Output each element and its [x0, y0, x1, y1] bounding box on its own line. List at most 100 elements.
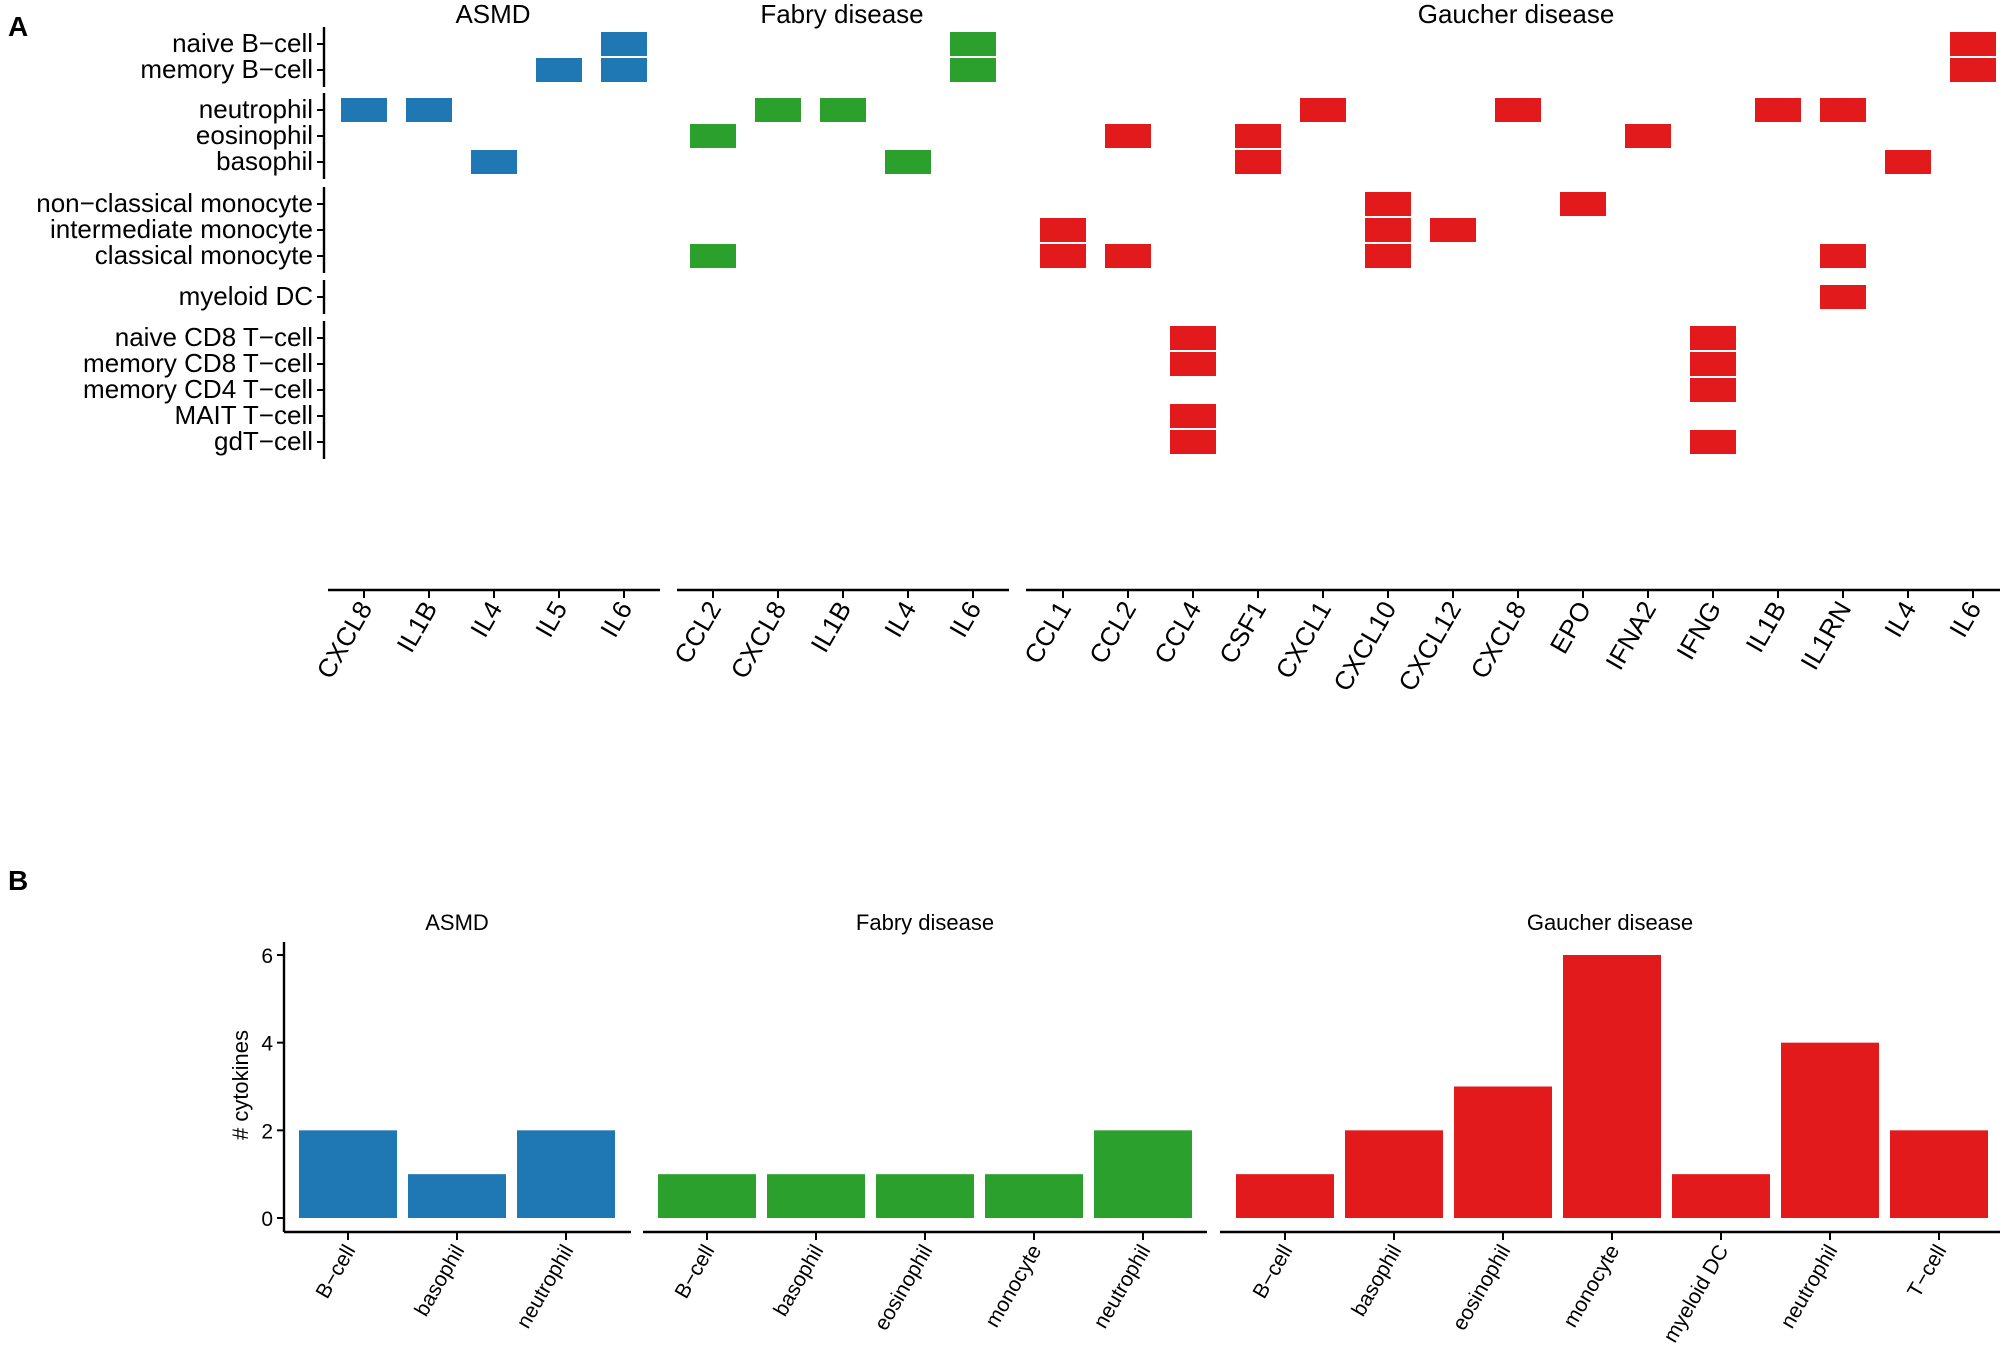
- heatmap-cell-fabry-disease-classical-monocyte-ccl2: [690, 244, 736, 268]
- x-tick-label-fabry-disease-monocyte: monocyte: [981, 1241, 1046, 1331]
- bar-gaucher-disease-myeloid-dc: [1672, 1174, 1770, 1218]
- x-tick-label-gaucher-disease-monocyte: monocyte: [1559, 1241, 1624, 1331]
- bar-fabry-disease-b-cell: [658, 1174, 756, 1218]
- column-label-gaucher-disease-cxcl8: CXCL8: [1464, 596, 1532, 684]
- facet-title-b-fabry-disease: Fabry disease: [856, 910, 994, 935]
- heatmap-cell-fabry-disease-neutrophil-il1b: [820, 98, 866, 122]
- column-label-gaucher-disease-cxcl10: CXCL10: [1327, 596, 1402, 696]
- column-label-fabry-disease-ccl2: CCL2: [668, 596, 727, 669]
- heatmap-cell-gaucher-disease-classical-monocyte-il1rn: [1820, 244, 1866, 268]
- row-label-eosinophil: eosinophil: [196, 120, 313, 150]
- bar-fabry-disease-basophil: [767, 1174, 865, 1218]
- heatmap-cell-gaucher-disease-non-classical-monocyte-epo: [1560, 192, 1606, 216]
- row-label-memory-cd8-t-cell: memory CD8 T−cell: [83, 348, 313, 378]
- bar-asmd-b-cell: [299, 1130, 397, 1218]
- heatmap-cell-gaucher-disease-classical-monocyte-ccl1: [1040, 244, 1086, 268]
- bar-asmd-basophil: [408, 1174, 506, 1218]
- bar-gaucher-disease-neutrophil: [1781, 1042, 1879, 1218]
- heatmap-cell-asmd-neutrophil-cxcl8: [341, 98, 387, 122]
- heatmap-cell-asmd-memory-b-cell-il5: [536, 58, 582, 82]
- facet-title-b-asmd: ASMD: [425, 910, 489, 935]
- bar-fabry-disease-eosinophil: [876, 1174, 974, 1218]
- heatmap-cell-asmd-naive-b-cell-il6: [601, 32, 647, 56]
- row-label-memory-b-cell: memory B−cell: [140, 54, 313, 84]
- heatmap-cell-gaucher-disease-naive-cd8-t-cell-ifng: [1690, 326, 1736, 350]
- bar-gaucher-disease-monocyte: [1563, 955, 1661, 1218]
- heatmap-cell-gaucher-disease-neutrophil-cxcl1: [1300, 98, 1346, 122]
- heatmap-cell-gaucher-disease-gdt-cell-ccl4: [1170, 430, 1216, 454]
- row-label-memory-cd4-t-cell: memory CD4 T−cell: [83, 374, 313, 404]
- row-label-naive-b-cell: naive B−cell: [172, 28, 313, 58]
- y-tick-label-4: 4: [261, 1033, 273, 1056]
- heatmap-cell-gaucher-disease-intermediate-monocyte-cxcl10: [1365, 218, 1411, 242]
- row-label-basophil: basophil: [216, 146, 313, 176]
- x-tick-label-fabry-disease-neutrophil: neutrophil: [1089, 1241, 1155, 1332]
- heatmap-cell-gaucher-disease-classical-monocyte-ccl2: [1105, 244, 1151, 268]
- column-label-asmd-il6: IL6: [594, 596, 638, 642]
- column-label-gaucher-disease-csf1: CSF1: [1213, 596, 1272, 669]
- heatmap-cell-gaucher-disease-basophil-il4: [1885, 150, 1931, 174]
- row-label-neutrophil: neutrophil: [199, 94, 313, 124]
- heatmap-cell-gaucher-disease-memory-cd8-t-cell-ccl4: [1170, 352, 1216, 376]
- column-label-fabry-disease-il6: IL6: [943, 596, 987, 642]
- heatmap-cell-gaucher-disease-neutrophil-il1rn: [1820, 98, 1866, 122]
- heatmap-cell-gaucher-disease-eosinophil-csf1: [1235, 124, 1281, 148]
- column-label-gaucher-disease-ifna2: IFNA2: [1599, 596, 1662, 675]
- column-label-fabry-disease-il1b: IL1B: [804, 596, 857, 657]
- x-tick-label-gaucher-disease-basophil: basophil: [1347, 1241, 1406, 1320]
- facet-title-gaucher-disease: Gaucher disease: [1418, 0, 1615, 29]
- heatmap-cell-gaucher-disease-memory-b-cell-il6: [1950, 58, 1996, 82]
- heatmap-cell-gaucher-disease-memory-cd8-t-cell-ifng: [1690, 352, 1736, 376]
- heatmap-cell-fabry-disease-neutrophil-cxcl8: [755, 98, 801, 122]
- x-tick-label-fabry-disease-eosinophil: eosinophil: [870, 1241, 937, 1334]
- column-label-asmd-cxcl8: CXCL8: [310, 596, 378, 684]
- column-label-gaucher-disease-il6: IL6: [1943, 596, 1987, 642]
- x-tick-label-asmd-b-cell: B−cell: [312, 1241, 361, 1303]
- column-label-fabry-disease-il4: IL4: [878, 596, 922, 642]
- bar-chart-panel: 0 2 4 6 # cytokines ASMD B−cell basophil neutrop…: [228, 910, 2000, 1346]
- column-label-asmd-il1b: IL1B: [390, 596, 443, 657]
- heatmap-cell-gaucher-disease-myeloid-dc-il1rn: [1820, 285, 1866, 309]
- column-label-gaucher-disease-ccl1: CCL1: [1018, 596, 1077, 669]
- x-tick-label-asmd-basophil: basophil: [410, 1241, 469, 1320]
- facet-title-fabry-disease: Fabry disease: [760, 0, 923, 29]
- heatmap-cell-gaucher-disease-non-classical-monocyte-cxcl10: [1365, 192, 1411, 216]
- heatmap-cell-gaucher-disease-gdt-cell-ifng: [1690, 430, 1736, 454]
- y-axis-title: # cytokines: [228, 1030, 253, 1140]
- facet-title-asmd: ASMD: [455, 0, 530, 29]
- panel-b-label: B: [8, 865, 28, 896]
- column-label-gaucher-disease-cxcl1: CXCL1: [1269, 596, 1337, 684]
- heatmap-cell-gaucher-disease-basophil-csf1: [1235, 150, 1281, 174]
- bar-gaucher-disease-eosinophil: [1454, 1086, 1552, 1218]
- bar-gaucher-disease-basophil: [1345, 1130, 1443, 1218]
- heatmap-cell-gaucher-disease-eosinophil-ccl2: [1105, 124, 1151, 148]
- row-label-intermediate-monocyte: intermediate monocyte: [50, 214, 313, 244]
- x-tick-label-gaucher-disease-neutrophil: neutrophil: [1776, 1241, 1842, 1332]
- row-label-mait-t-cell: MAIT T−cell: [175, 400, 313, 430]
- row-label-gdt-cell: gdT−cell: [214, 426, 313, 456]
- heatmap-cell-gaucher-disease-classical-monocyte-cxcl10: [1365, 244, 1411, 268]
- panel-a-label: A: [8, 11, 28, 42]
- y-tick-label-6: 6: [261, 945, 273, 968]
- bar-fabry-disease-neutrophil: [1094, 1130, 1192, 1218]
- heatmap-cell-gaucher-disease-neutrophil-il1b: [1755, 98, 1801, 122]
- column-label-gaucher-disease-ifng: IFNG: [1670, 596, 1727, 665]
- heatmap-cell-gaucher-disease-naive-b-cell-il6: [1950, 32, 1996, 56]
- heatmap-cell-gaucher-disease-intermediate-monocyte-cxcl12: [1430, 218, 1476, 242]
- column-label-fabry-disease-cxcl8: CXCL8: [724, 596, 792, 684]
- heatmap-cell-gaucher-disease-naive-cd8-t-cell-ccl4: [1170, 326, 1216, 350]
- y-tick-label-0: 0: [261, 1208, 273, 1231]
- heatmap-cell-fabry-disease-eosinophil-ccl2: [690, 124, 736, 148]
- bar-gaucher-disease-b-cell: [1236, 1174, 1334, 1218]
- column-label-gaucher-disease-il1rn: IL1RN: [1794, 596, 1857, 675]
- x-tick-label-gaucher-disease-t-cell: T−cell: [1903, 1241, 1951, 1302]
- column-label-gaucher-disease-il1b: IL1B: [1739, 596, 1792, 657]
- row-label-classical-monocyte: classical monocyte: [95, 240, 313, 270]
- column-label-asmd-il4: IL4: [464, 596, 508, 642]
- bar-fabry-disease-monocyte: [985, 1174, 1083, 1218]
- heatmap-cell-fabry-disease-basophil-il4: [885, 150, 931, 174]
- x-tick-label-asmd-neutrophil: neutrophil: [512, 1241, 578, 1332]
- x-tick-label-gaucher-disease-eosinophil: eosinophil: [1448, 1241, 1515, 1334]
